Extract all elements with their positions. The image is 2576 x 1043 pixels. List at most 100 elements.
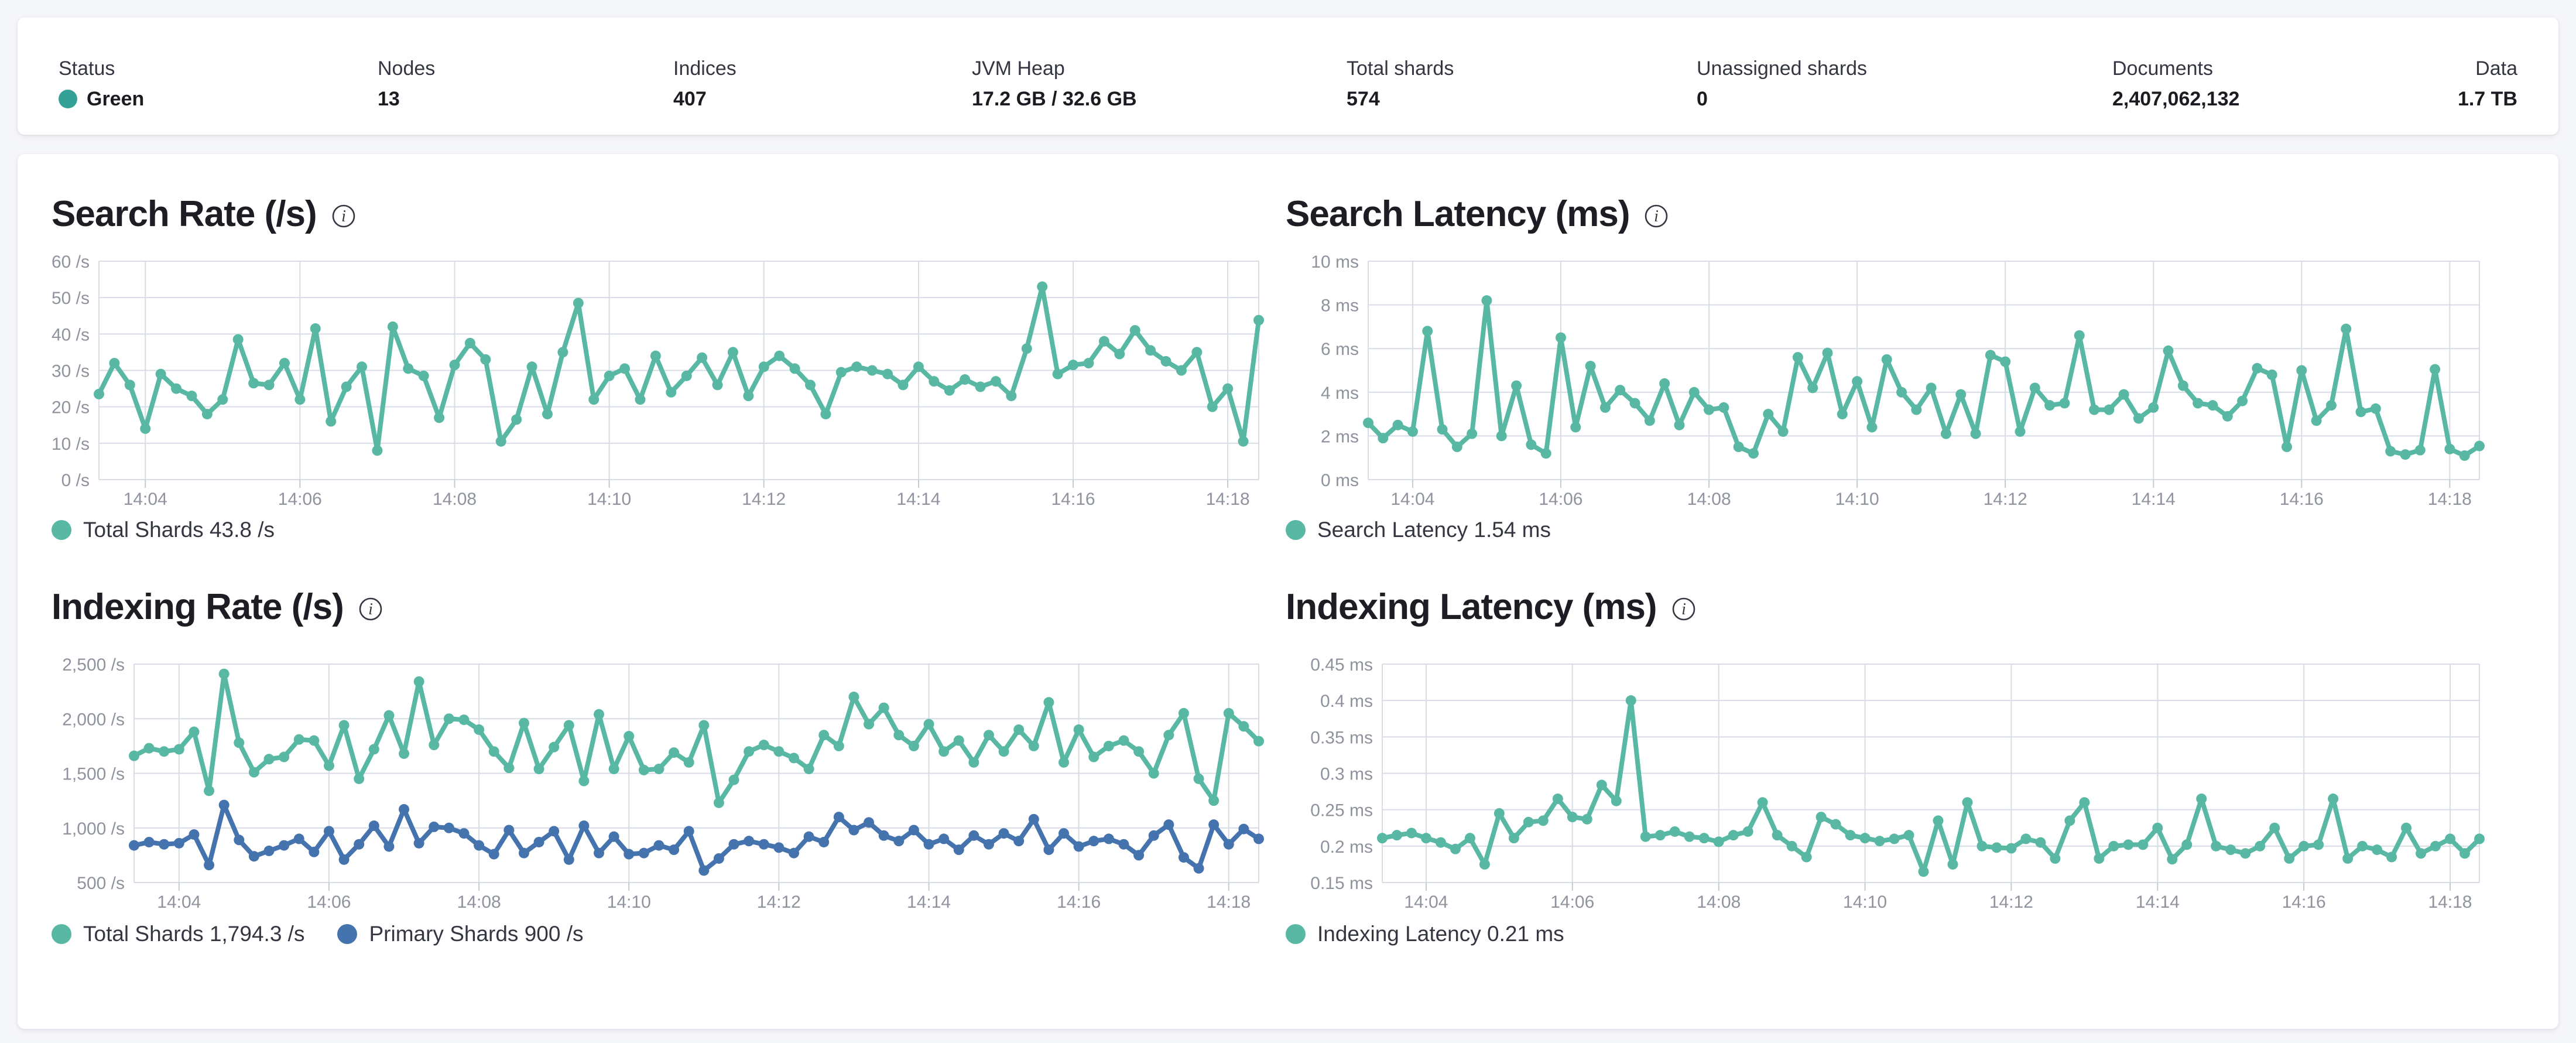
svg-text:14:08: 14:08 [1697,892,1741,912]
stat-status: Status Green [59,56,144,111]
search-rate-plot[interactable]: 0 /s 10 /s 20 /s 30 /s 40 /s 50 /s 60 /s 14:04 1… [32,252,1265,515]
svg-text:0 ms: 0 ms [1321,471,1359,490]
stat-jvm-heap-value: 17.2 GB / 32.6 GB [972,88,1137,110]
legend-item-total-shards[interactable]: Total Shards 43.8 /s [52,518,275,542]
stat-data: Data 1.7 TB [2458,56,2517,111]
svg-text:14:18: 14:18 [2428,490,2472,509]
search-latency-plot[interactable]: 0 ms 2 ms 4 ms 6 ms 8 ms 10 ms 14:04 14:06 14:08… [1285,252,2485,515]
info-icon[interactable]: i [1671,596,1697,622]
svg-text:4 ms: 4 ms [1321,384,1359,403]
metrics-charts-panel: Search Rate (/s) i 0 /s 10 /s 20 /s 30 /s 40… [18,154,2558,1029]
svg-text:0.2 ms: 0.2 ms [1320,837,1373,857]
svg-text:14:18: 14:18 [2428,892,2472,912]
info-icon[interactable]: i [331,203,357,229]
legend-item-total-shards[interactable]: Total Shards 1,794.3 /s [52,922,304,946]
stat-nodes-label: Nodes [378,57,436,80]
info-icon[interactable]: i [1643,203,1669,229]
svg-text:60 /s: 60 /s [52,252,90,272]
svg-text:i: i [341,207,346,225]
svg-text:0.4 ms: 0.4 ms [1320,692,1373,711]
stat-unassigned-shards-value: 0 [1697,88,1708,110]
chart-search-rate-title: Search Rate (/s) [52,194,317,234]
svg-text:0.35 ms: 0.35 ms [1310,728,1373,747]
svg-text:14:06: 14:06 [278,490,322,509]
svg-text:14:12: 14:12 [1984,490,2027,509]
svg-text:i: i [1654,207,1659,225]
legend-label: Primary Shards 900 /s [369,922,584,946]
svg-text:14:04: 14:04 [124,490,167,509]
health-status-dot [59,90,77,108]
svg-text:14:06: 14:06 [1539,490,1582,509]
search-latency-legend: Search Latency 1.54 ms [1286,518,1551,542]
legend-item-primary-shards[interactable]: Primary Shards 900 /s [337,922,584,946]
svg-text:14:16: 14:16 [1051,490,1095,509]
legend-dot [337,924,358,944]
svg-text:10 /s: 10 /s [52,435,90,454]
svg-text:14:04: 14:04 [1390,490,1434,509]
cluster-summary-bar: Status Green Nodes 13 Indices 407 JVM He… [18,18,2558,135]
stat-total-shards: Total shards 574 [1347,56,1454,111]
stat-status-value: Green [87,88,145,110]
svg-text:0.25 ms: 0.25 ms [1310,801,1373,820]
svg-text:14:12: 14:12 [1989,892,2033,912]
indexing-latency-legend: Indexing Latency 0.21 ms [1286,922,1564,946]
legend-label: Search Latency 1.54 ms [1317,518,1551,542]
svg-text:1,000 /s: 1,000 /s [62,819,125,839]
stat-indices-label: Indices [673,57,737,80]
svg-text:500 /s: 500 /s [77,874,125,893]
svg-text:30 /s: 30 /s [52,362,90,381]
svg-text:14:08: 14:08 [1687,490,1731,509]
legend-label: Indexing Latency 0.21 ms [1317,922,1564,946]
svg-text:14:14: 14:14 [2132,490,2176,509]
svg-text:50 /s: 50 /s [52,289,90,308]
svg-text:14:06: 14:06 [1550,892,1594,912]
stat-data-label: Data [2475,57,2517,80]
svg-text:10 ms: 10 ms [1311,252,1359,272]
svg-text:14:10: 14:10 [1835,490,1879,509]
svg-text:2 ms: 2 ms [1321,427,1359,446]
svg-text:0.15 ms: 0.15 ms [1310,874,1373,893]
svg-text:14:08: 14:08 [433,490,477,509]
chart-indexing-latency-title: Indexing Latency (ms) [1286,587,1657,627]
svg-text:1,500 /s: 1,500 /s [62,765,125,784]
svg-text:14:06: 14:06 [307,892,351,912]
stat-documents-value: 2,407,062,132 [2112,88,2240,110]
indexing-rate-plot[interactable]: 500 /s 1,000 /s 1,500 /s 2,000 /s 2,500 /s 14… [32,655,1265,918]
legend-item-search-latency[interactable]: Search Latency 1.54 ms [1286,518,1551,542]
svg-text:0 /s: 0 /s [61,471,90,490]
svg-text:6 ms: 6 ms [1321,340,1359,359]
svg-text:40 /s: 40 /s [52,325,90,344]
svg-text:14:18: 14:18 [1206,490,1250,509]
stat-total-shards-value: 574 [1347,88,1380,110]
chart-search-latency-title: Search Latency (ms) [1286,194,1630,234]
indexing-latency-plot[interactable]: 0.15 ms 0.2 ms 0.25 ms 0.3 ms 0.35 ms 0.4 ms 0… [1285,655,2485,918]
stat-unassigned-shards-label: Unassigned shards [1697,57,1868,80]
svg-text:14:16: 14:16 [2280,490,2324,509]
legend-dot [1286,924,1306,944]
legend-label: Total Shards 43.8 /s [83,518,275,542]
svg-text:14:04: 14:04 [157,892,201,912]
stat-status-label: Status [59,57,115,80]
legend-dot [52,520,71,540]
indexing-rate-legend: Total Shards 1,794.3 /s Primary Shards 9… [52,922,584,946]
info-icon[interactable]: i [358,596,383,622]
legend-dot [1286,520,1306,540]
svg-text:14:16: 14:16 [1057,892,1101,912]
svg-text:14:10: 14:10 [1843,892,1887,912]
svg-text:14:12: 14:12 [742,490,786,509]
stat-documents-label: Documents [2112,57,2213,80]
svg-text:i: i [368,600,373,618]
svg-text:20 /s: 20 /s [52,398,90,418]
svg-text:14:18: 14:18 [1207,892,1251,912]
svg-text:14:08: 14:08 [457,892,501,912]
stat-unassigned-shards: Unassigned shards 0 [1697,56,1867,111]
svg-text:i: i [1681,600,1686,618]
legend-dot [52,924,71,944]
stat-indices: Indices 407 [673,56,737,111]
stat-documents: Documents 2,407,062,132 [2112,56,2239,111]
svg-text:14:14: 14:14 [2136,892,2180,912]
svg-text:2,500 /s: 2,500 /s [62,655,125,675]
legend-item-indexing-latency[interactable]: Indexing Latency 0.21 ms [1286,922,1564,946]
svg-text:14:12: 14:12 [757,892,801,912]
